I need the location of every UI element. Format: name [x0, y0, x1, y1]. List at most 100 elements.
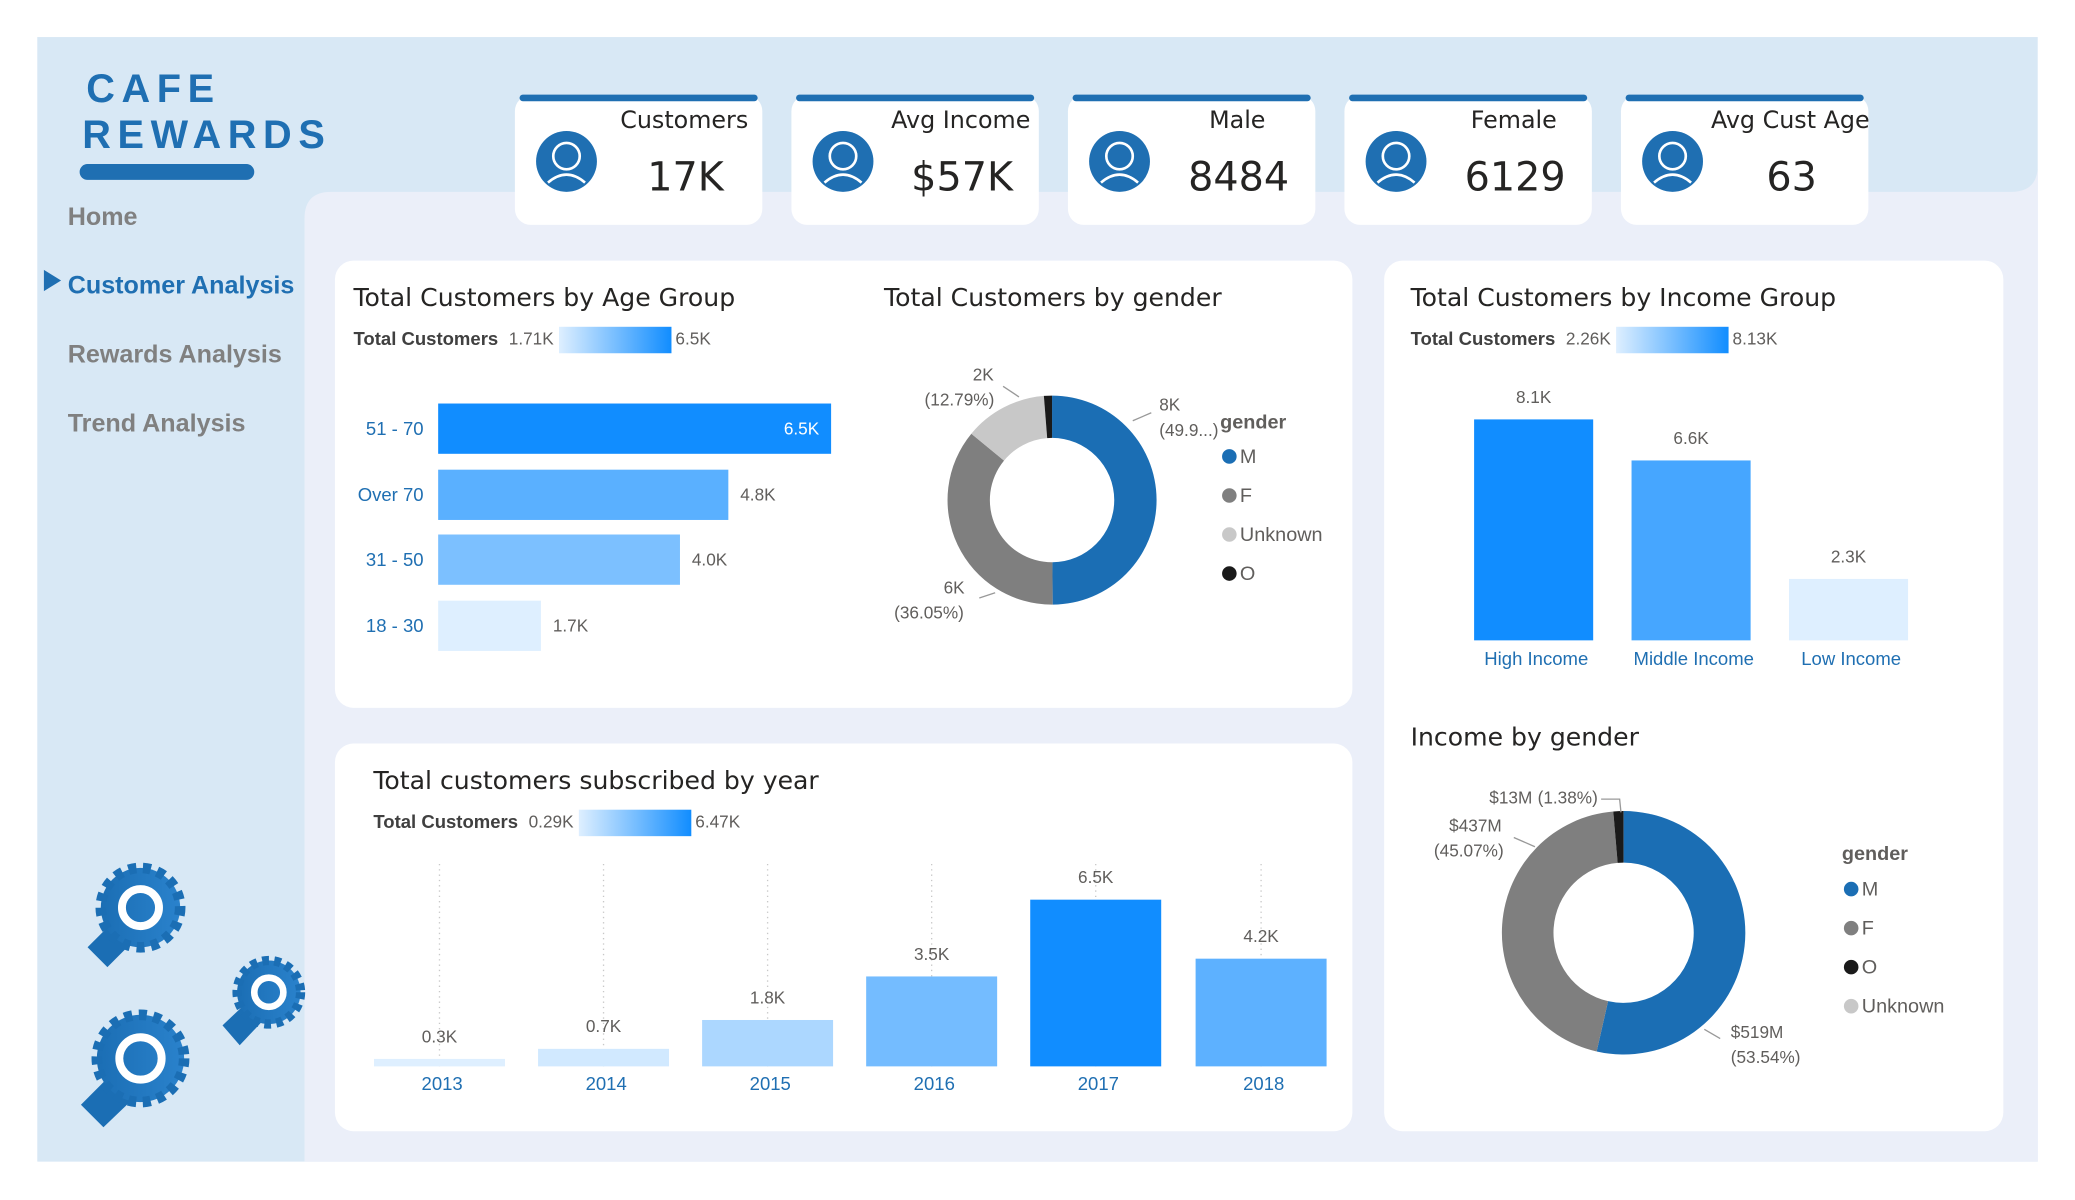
data-label: 3.5K	[914, 944, 950, 964]
data-label: 2.3K	[1831, 546, 1867, 566]
category-label: Middle Income	[1634, 648, 1754, 669]
nav-item[interactable]: Customer Analysis	[68, 272, 295, 300]
kpi-icon	[551, 141, 582, 171]
legend-label: Unknown	[1862, 996, 1945, 1018]
bar	[438, 403, 832, 454]
legend-max: 6.5K	[675, 329, 711, 349]
leader-line	[1703, 1028, 1721, 1040]
bar	[438, 534, 680, 585]
legend-swatch	[1843, 920, 1859, 936]
legend-title: Total Customers	[1411, 328, 1556, 349]
legend-label: F	[1240, 485, 1252, 507]
category-label: Low Income	[1801, 648, 1901, 669]
kpi-icon	[828, 141, 858, 171]
kpi-card	[1344, 95, 1592, 225]
data-label: (53.54%)	[1731, 1047, 1801, 1067]
chart-title: Total Customers by gender	[883, 283, 1222, 312]
kpi-icon	[1365, 130, 1427, 192]
category-label: Over 70	[358, 484, 424, 505]
legend-label: M	[1240, 446, 1257, 468]
data-label: (45.07%)	[1434, 841, 1504, 861]
nav-item[interactable]: Rewards Analysis	[68, 341, 282, 369]
kpi-icon	[1104, 141, 1135, 171]
legend-label: M	[1862, 879, 1879, 901]
category-label: 51 - 70	[366, 418, 424, 439]
kpi-card	[1067, 95, 1316, 225]
category-label: 2018	[1243, 1073, 1284, 1094]
data-label: (1.38%)	[1538, 788, 1598, 808]
data-label: 4.8K	[740, 485, 776, 505]
data-label: 2K	[973, 364, 995, 384]
category-label: 2013	[422, 1073, 463, 1094]
kpi-value: 8484	[1188, 154, 1289, 200]
legend-swatch	[1843, 959, 1859, 975]
bar	[538, 1048, 670, 1067]
legend-min: 0.29K	[529, 811, 574, 831]
category-label: 2015	[750, 1073, 791, 1094]
category-label: 18 - 30	[366, 615, 424, 636]
bar	[1030, 899, 1162, 1067]
bar	[438, 600, 541, 651]
data-label: 8K	[1159, 395, 1181, 415]
chart-title: Total customers subscribed by year	[372, 766, 819, 795]
kpi-label: Customers	[620, 106, 748, 134]
panel	[334, 260, 1353, 708]
kpi-icon	[1642, 130, 1703, 192]
kpi-label: Male	[1209, 106, 1265, 134]
donut-slice	[1596, 811, 1746, 1055]
legend-min: 2.26K	[1566, 329, 1611, 349]
kpi-icon	[547, 173, 586, 184]
category-label: 31 - 50	[366, 549, 424, 570]
category-label: 2014	[586, 1073, 627, 1094]
bar	[1631, 460, 1751, 641]
bar	[438, 469, 729, 520]
data-label: (12.79%)	[925, 389, 995, 409]
data-label: 6.5K	[1078, 867, 1114, 887]
kpi-icon	[1653, 173, 1692, 184]
donut-slice	[1043, 395, 1053, 439]
kpi-icon	[1658, 141, 1688, 171]
data-label: $519M	[1731, 1022, 1784, 1042]
kpi-icon	[1100, 173, 1139, 184]
kpi-icon	[1376, 173, 1416, 184]
leader-line	[1513, 836, 1536, 848]
legend-swatch	[1222, 488, 1237, 503]
kpi-label: Female	[1471, 106, 1557, 134]
legend-gradient	[559, 326, 672, 354]
brand: REWARDS	[82, 113, 331, 157]
nav-item[interactable]: Home	[68, 203, 138, 231]
bar	[1474, 419, 1594, 641]
donut-slice	[1501, 811, 1618, 1052]
kpi-icon	[1089, 130, 1150, 192]
donut-slice	[1613, 811, 1624, 863]
kpi-value: 17K	[647, 154, 725, 200]
legend-max: 8.13K	[1733, 329, 1778, 349]
legend-min: 1.71K	[509, 329, 554, 349]
legend-swatch	[1222, 449, 1237, 464]
leader-line	[1002, 385, 1020, 398]
kpi-value: 6129	[1465, 154, 1566, 200]
data-label: (49.9...)	[1159, 420, 1218, 440]
nav-item[interactable]: Trend Analysis	[68, 409, 246, 437]
kpi-card	[1620, 95, 1869, 225]
leader-line	[1601, 798, 1622, 813]
legend-label: O	[1862, 957, 1877, 979]
kpi-value: $57K	[911, 154, 1014, 200]
bar	[1788, 578, 1909, 641]
data-label: 6.5K	[784, 419, 820, 439]
donut-slice	[971, 395, 1048, 461]
kpi-icon	[1381, 141, 1411, 171]
legend-swatch	[1222, 566, 1237, 581]
chart-title: Total Customers by Age Group	[352, 283, 735, 312]
data-label: (36.05%)	[894, 602, 964, 622]
category-label: 2017	[1078, 1073, 1119, 1094]
data-label: 6K	[944, 577, 966, 597]
data-label: 0.7K	[586, 1016, 622, 1036]
bar	[373, 1058, 505, 1067]
data-label: 6.6K	[1673, 428, 1709, 448]
data-label: 1.7K	[553, 616, 589, 636]
chart-title: Total Customers by Income Group	[1410, 283, 1837, 312]
legend-gradient	[1616, 326, 1729, 354]
kpi-card	[514, 95, 763, 225]
